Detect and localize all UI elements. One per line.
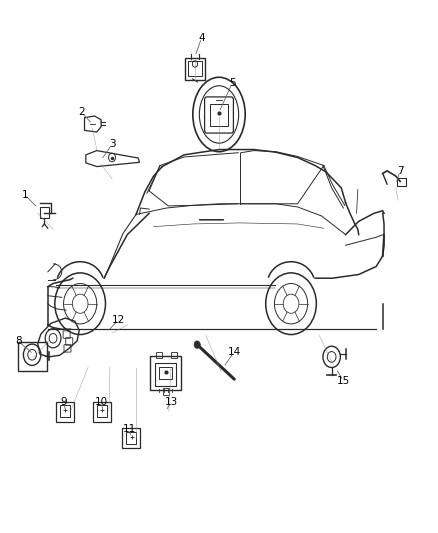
Circle shape (194, 341, 200, 349)
Text: 5: 5 (229, 78, 235, 88)
Text: 7: 7 (397, 166, 403, 176)
Text: 3: 3 (109, 139, 115, 149)
Text: 11: 11 (123, 424, 136, 434)
Text: 1: 1 (21, 190, 28, 200)
Text: 15: 15 (337, 376, 350, 386)
Text: 12: 12 (112, 314, 125, 325)
Text: 9: 9 (61, 397, 67, 407)
Text: 13: 13 (164, 397, 177, 407)
Text: 10: 10 (95, 397, 108, 407)
Text: 2: 2 (78, 107, 85, 117)
Text: 14: 14 (228, 346, 241, 357)
Text: 8: 8 (15, 336, 21, 346)
Text: 4: 4 (198, 33, 205, 43)
